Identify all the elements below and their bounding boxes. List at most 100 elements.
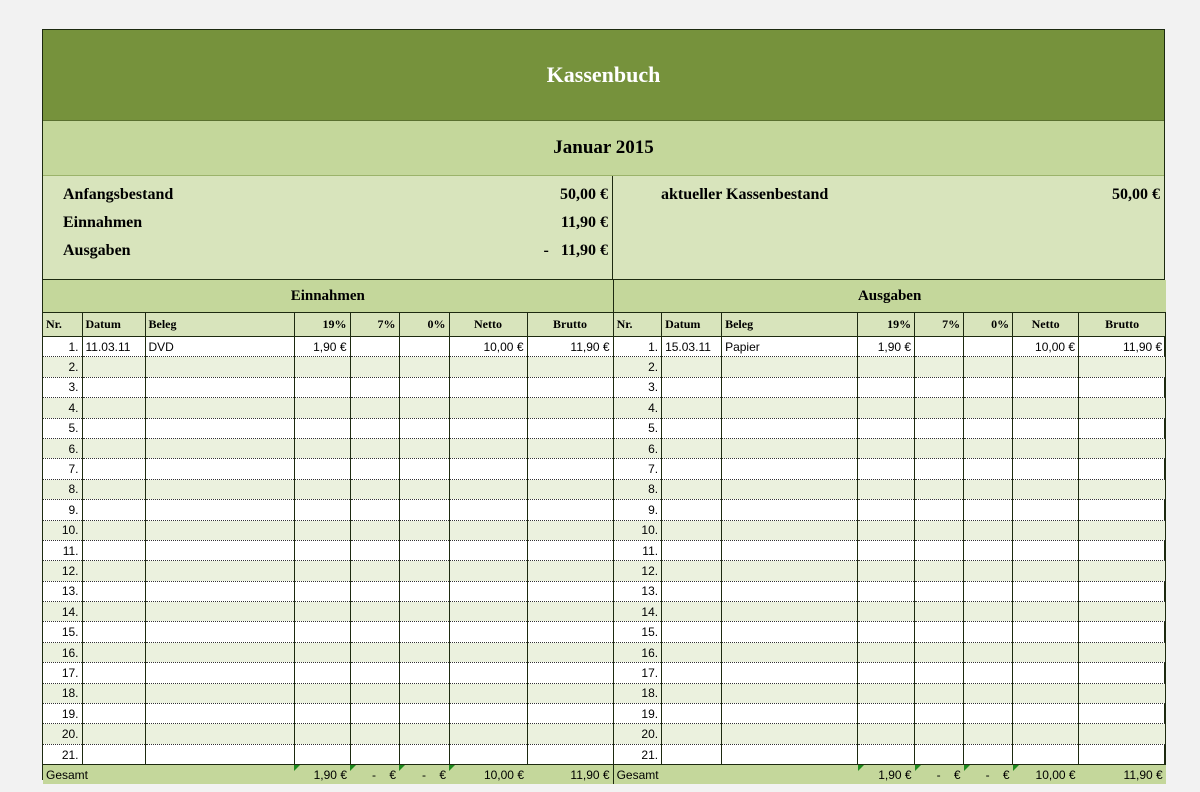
cell[interactable] [661,703,723,725]
cell[interactable]: 20. [613,723,663,745]
cell[interactable] [963,601,1014,623]
cell[interactable] [914,438,965,460]
cell[interactable] [527,581,614,603]
cell[interactable] [914,356,965,378]
cell[interactable] [1078,621,1167,643]
cell[interactable]: 10. [613,520,663,541]
total-cell[interactable]: 1,90 € [294,764,350,785]
cell[interactable]: 3. [613,377,663,399]
cell[interactable] [1078,723,1167,745]
cell[interactable] [527,397,614,419]
cell[interactable] [145,723,295,745]
cell[interactable] [661,581,723,603]
cell[interactable] [1078,540,1167,562]
cell[interactable] [527,356,614,378]
cell[interactable] [399,479,450,501]
cell[interactable] [294,744,351,766]
cell[interactable] [1078,418,1167,439]
cell[interactable] [350,601,400,623]
cell[interactable] [294,479,351,501]
cell[interactable]: 7. [613,458,663,480]
cell[interactable]: 16. [613,642,663,664]
cell[interactable] [661,621,723,643]
cell[interactable] [350,744,400,766]
cell[interactable] [963,540,1014,562]
cell[interactable] [350,703,400,725]
cell[interactable] [1078,458,1167,480]
cell[interactable] [350,621,400,643]
cell[interactable] [1012,703,1080,725]
cell[interactable] [1012,397,1080,419]
cell[interactable] [350,418,400,439]
cell[interactable] [294,621,351,643]
cell[interactable] [914,642,965,664]
cell[interactable] [914,601,965,623]
cell[interactable] [527,479,614,501]
total-cell[interactable]: - € [399,764,449,785]
cell[interactable] [857,621,916,643]
cell[interactable]: 10. [43,520,83,541]
cell[interactable] [82,581,146,603]
cell[interactable] [449,356,528,378]
cell[interactable]: 6. [613,438,663,460]
cell[interactable] [145,581,295,603]
cell[interactable] [399,683,450,705]
cell[interactable] [661,479,723,501]
cell[interactable] [294,458,351,480]
cell[interactable] [1078,377,1167,399]
cell[interactable] [1078,438,1167,460]
cell[interactable] [82,438,146,460]
cell[interactable] [294,540,351,562]
cell[interactable] [350,458,400,480]
cell[interactable] [527,458,614,480]
cell[interactable] [294,703,351,725]
cell[interactable] [399,397,450,419]
cell[interactable] [82,744,146,766]
cell[interactable] [527,601,614,623]
cell[interactable] [963,520,1014,541]
total-cell[interactable]: 11,90 € [1078,764,1166,785]
cell[interactable] [145,744,295,766]
cell[interactable] [721,621,859,643]
cell[interactable]: 15.03.11 [661,336,723,358]
cell[interactable] [145,560,295,582]
cell[interactable]: 11.03.11 [82,336,146,358]
cell[interactable] [527,621,614,643]
cell[interactable] [1012,683,1080,705]
cell[interactable] [527,418,614,439]
cell[interactable] [1012,356,1080,378]
cell[interactable]: 10,00 € [1012,336,1080,358]
cell[interactable] [1078,479,1167,501]
cell[interactable] [857,683,916,705]
cell[interactable] [294,560,351,582]
cell[interactable] [449,438,528,460]
cell[interactable] [399,438,450,460]
cell[interactable] [399,723,450,745]
cell[interactable] [914,662,965,684]
cell[interactable] [963,438,1014,460]
cell[interactable]: 3. [43,377,83,399]
cell[interactable] [661,438,723,460]
cell[interactable] [914,703,965,725]
cell[interactable] [721,744,859,766]
cell[interactable] [857,662,916,684]
cell[interactable] [963,723,1014,745]
cell[interactable] [294,601,351,623]
cell[interactable] [294,662,351,684]
cell[interactable] [661,499,723,521]
cell[interactable]: 17. [613,662,663,684]
cell[interactable] [1078,499,1167,521]
total-cell[interactable]: 11,90 € [527,764,614,785]
cell[interactable]: 11,90 € [527,336,614,358]
cell[interactable] [963,356,1014,378]
total-cell[interactable]: 10,00 € [449,764,527,785]
cell[interactable] [82,683,146,705]
cell[interactable]: 9. [43,499,83,521]
cell[interactable] [1012,438,1080,460]
cell[interactable] [914,458,965,480]
cell[interactable] [82,642,146,664]
cell[interactable]: 4. [43,397,83,419]
cell[interactable] [145,621,295,643]
cell[interactable] [399,621,450,643]
cell[interactable] [82,662,146,684]
